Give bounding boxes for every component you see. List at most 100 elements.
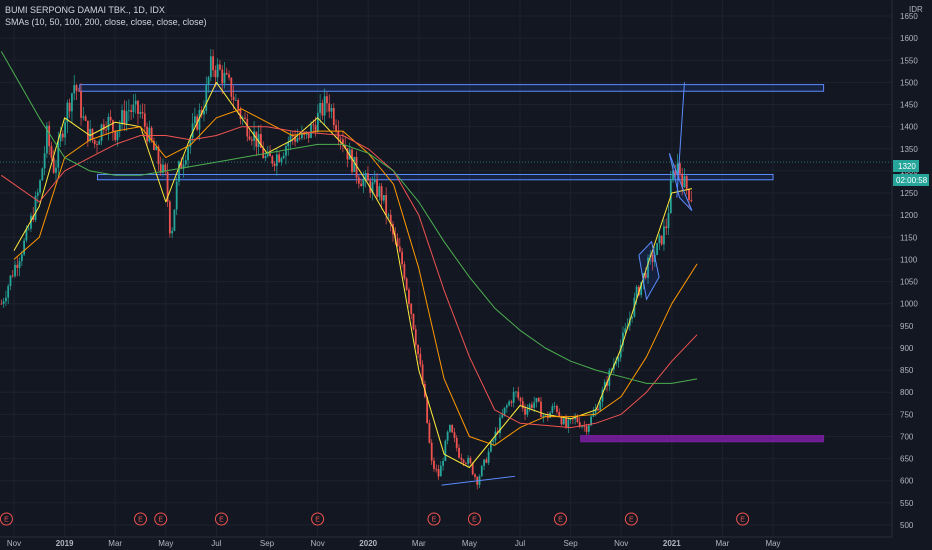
candle-body: [52, 157, 55, 173]
bottom-trendline: [441, 475, 515, 486]
price-tick-label: 1650: [900, 12, 918, 21]
candle-body: [321, 102, 324, 116]
candle-body: [615, 361, 618, 364]
candle-body: [246, 118, 249, 137]
candle-body: [134, 100, 137, 105]
price-tick-label: 1350: [900, 145, 918, 154]
candle-body: [640, 282, 643, 296]
candle-body: [530, 404, 533, 408]
candle-body: [556, 405, 558, 412]
indicator-legend[interactable]: SMAs (10, 50, 100, 200, close, close, cl…: [5, 17, 207, 27]
candle-body: [583, 426, 586, 427]
candle-body: [239, 109, 242, 119]
candle-body: [421, 364, 424, 384]
price-tick-label: 950: [900, 322, 914, 331]
candle-body: [528, 404, 531, 410]
time-axis-background: [0, 537, 892, 550]
candle-body: [157, 146, 160, 165]
candle-body: [112, 120, 114, 132]
price-tick-label: 1500: [900, 78, 918, 87]
price-tick-label: 1100: [900, 255, 918, 264]
candle-body: [132, 104, 135, 112]
candle-body: [558, 411, 561, 417]
symbol-title[interactable]: BUMI SERPONG DAMAI TBK., 1D, IDX: [5, 5, 165, 15]
candle-body: [244, 117, 246, 119]
candle-body: [681, 173, 684, 188]
earnings-event-marker: [311, 512, 325, 526]
candle-body: [162, 164, 164, 173]
candle-body: [25, 229, 28, 241]
candle-body: [216, 64, 219, 78]
candle-body: [471, 462, 474, 475]
time-tick-label: Sep: [563, 539, 578, 548]
candle-body: [45, 125, 48, 154]
candle-body: [521, 401, 524, 409]
candle-body: [474, 474, 476, 477]
candle-body: [223, 72, 226, 84]
sma-layer: [0, 51, 698, 468]
candle-body: [403, 264, 406, 279]
candle-body: [574, 417, 577, 420]
earnings-event-marker: [0, 512, 13, 526]
candle-body: [603, 381, 606, 390]
candle-body: [214, 70, 217, 78]
time-tick-label: May: [462, 539, 477, 548]
candle-body: [644, 273, 647, 278]
candle-layer: [0, 49, 693, 490]
sma-line-sma-50: [13, 108, 698, 446]
candle-body: [676, 163, 679, 175]
candle-body: [198, 110, 201, 130]
candle-body: [43, 153, 46, 169]
drawing-layer[interactable]: [0, 82, 892, 486]
candle-body: [690, 199, 693, 202]
price-tick-label: 650: [900, 455, 914, 464]
candle-body: [266, 152, 269, 157]
time-axis[interactable]: Nov 2019 Mar May Jul Sep Nov 2020 Mar May Jul Sep No…: [0, 536, 892, 550]
candle-body: [433, 460, 435, 469]
candle-body: [585, 426, 588, 432]
candle-body: [426, 396, 429, 424]
candle-body: [64, 122, 67, 138]
price-axis[interactable]: 500 550 600 650 700 750 800 850 900 950 1000 1050 11…: [891, 0, 932, 550]
candle-body: [517, 391, 520, 398]
candle-body: [362, 178, 365, 187]
candle-body: [323, 96, 326, 116]
flag-pattern-low: [638, 240, 660, 301]
price-tick-label: 850: [900, 366, 914, 375]
time-tick-label: 2020: [359, 539, 377, 548]
candle-body: [253, 131, 255, 141]
candle-body: [250, 139, 253, 141]
price-tick-label: 750: [900, 410, 914, 419]
candle-body: [562, 418, 565, 425]
candle-body: [382, 195, 385, 201]
candle-body: [430, 442, 433, 461]
candle-body: [187, 147, 189, 161]
candle-body: [50, 146, 53, 158]
candle-body: [260, 134, 262, 148]
price-tick-label: 1550: [900, 56, 918, 65]
candle-body: [412, 313, 415, 330]
candle-body: [93, 140, 96, 145]
candle-body: [492, 440, 495, 442]
candle-body: [619, 345, 622, 358]
candle-body: [435, 468, 438, 470]
candle-body: [285, 146, 287, 156]
candle-body: [59, 133, 62, 142]
candle-body: [578, 422, 581, 427]
candle-body: [385, 195, 388, 216]
candle-body: [455, 437, 458, 448]
candle-body: [371, 182, 374, 193]
candle-body: [0, 303, 3, 305]
candle-body: [109, 116, 112, 121]
candle-body: [667, 213, 670, 229]
earnings-event-marker: [154, 512, 168, 526]
candle-body: [685, 176, 688, 189]
candle-body: [275, 154, 278, 166]
candle-body: [314, 125, 317, 132]
candle-body: [590, 416, 592, 426]
candle-body: [2, 301, 5, 304]
candle-body: [515, 391, 517, 393]
candle-body: [66, 102, 69, 123]
